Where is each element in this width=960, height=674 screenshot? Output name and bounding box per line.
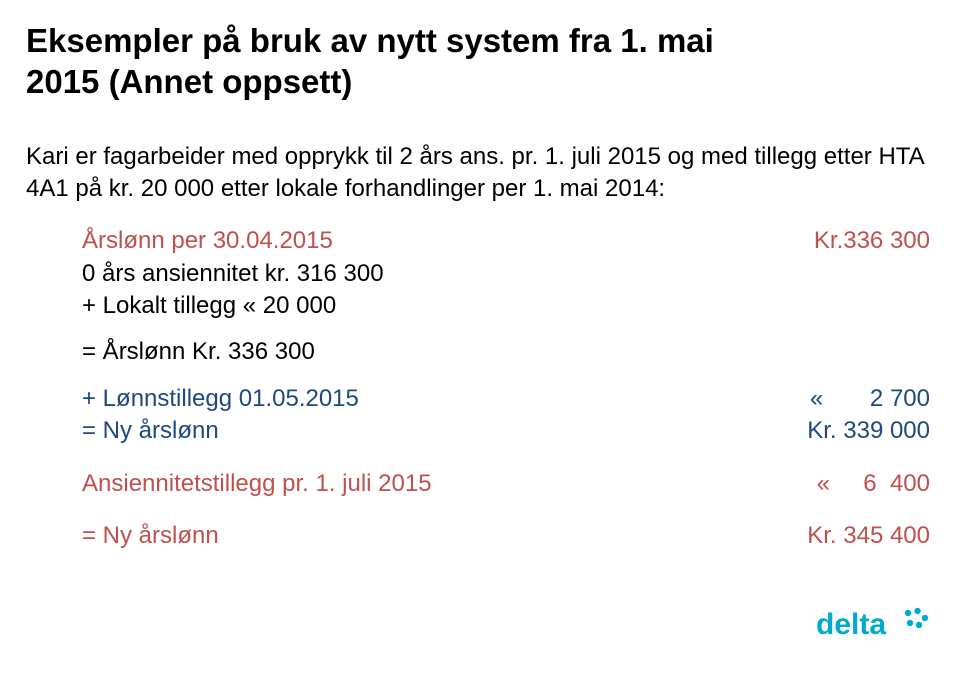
slide-title: Eksempler på bruk av nytt system fra 1. … [26,20,930,103]
label-ny-arslonn-2: = Ny årslønn [82,520,710,552]
value-ansiennitetstillegg: « 6 400 [710,468,930,500]
title-line-1: Eksempler på bruk av nytt system fra 1. … [26,22,714,59]
label-ny-arslonn-1: = Ny årslønn [82,415,710,447]
intro-paragraph: Kari er fagarbeider med opprykk til 2 år… [26,141,930,206]
row-ny-arslonn-2: = Ny årslønn Kr. 345 400 [82,520,930,552]
row-lonnstillegg: + Lønnstillegg 01.05.2015 « 2 700 [82,383,930,415]
value-lonnstillegg: « 2 700 [710,383,930,415]
row-lokalt-tillegg: + Lokalt tillegg « 20 000 [82,290,930,322]
logo-text: delta [816,608,886,641]
slide-container: Eksempler på bruk av nytt system fra 1. … [0,0,960,674]
delta-logo-svg: delta [816,599,936,649]
label-arslonn-sum: = Årslønn Kr. 336 300 [82,336,930,368]
calculation-block: Årslønn per 30.04.2015 Kr.336 300 0 års … [82,225,930,552]
logo-dots-icon [905,608,928,628]
label-arslonn-per-date: Årslønn per 30.04.2015 [82,225,710,257]
label-lonnstillegg: + Lønnstillegg 01.05.2015 [82,383,710,415]
row-0-ars-ansiennitet: 0 års ansiennitet kr. 316 300 [82,258,930,290]
label-0-ars-ansiennitet: 0 års ansiennitet kr. 316 300 [82,258,930,290]
delta-logo: delta [816,599,936,654]
value-arslonn-per-date: Kr.336 300 [710,225,930,257]
row-arslonn-sum: = Årslønn Kr. 336 300 [82,336,930,368]
value-ny-arslonn-2: Kr. 345 400 [710,520,930,552]
label-ansiennitetstillegg: Ansiennitetstillegg pr. 1. juli 2015 [82,468,710,500]
row-arslonn-per-date: Årslønn per 30.04.2015 Kr.336 300 [82,225,930,257]
row-ny-arslonn-1: = Ny årslønn Kr. 339 000 [82,415,930,447]
label-lokalt-tillegg: + Lokalt tillegg « 20 000 [82,290,930,322]
row-ansiennitetstillegg: Ansiennitetstillegg pr. 1. juli 2015 « 6… [82,468,930,500]
title-line-2: 2015 (Annet oppsett) [26,63,352,100]
value-ny-arslonn-1: Kr. 339 000 [710,415,930,447]
